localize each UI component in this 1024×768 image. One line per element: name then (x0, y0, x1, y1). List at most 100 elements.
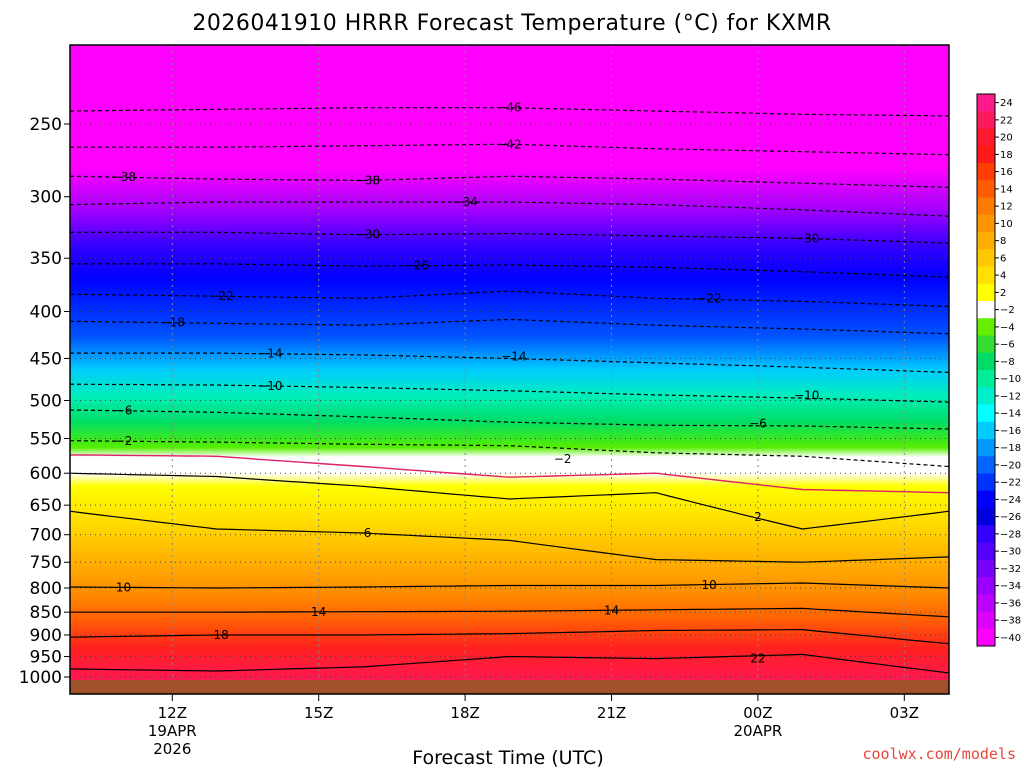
isotherm-label: −46 (496, 101, 521, 115)
colorbar-swatch (977, 163, 995, 181)
isotherm-label: −18 (160, 316, 185, 330)
isotherm-label: 10 (116, 580, 131, 594)
colorbar-swatch (977, 352, 995, 371)
colorbar-label: 14 (1000, 184, 1013, 195)
colorbar-label: −14 (1000, 409, 1021, 420)
colorbar-swatch (977, 232, 995, 250)
colorbar-swatch (977, 387, 995, 405)
isotherm-label: −2 (115, 434, 133, 448)
x-tick-label: 03Z (890, 704, 919, 722)
x-axis-label: Forecast Time (UTC) (412, 747, 603, 768)
x-tick-year: 2026 (153, 740, 191, 758)
colorbar-label: −6 (1000, 340, 1015, 351)
isotherm-label: −42 (496, 137, 521, 151)
y-axis: 250 300 350 400 450 500 550 600 650 700 750 800 850 9… (19, 115, 70, 688)
isotherm-label: −34 (452, 195, 477, 209)
colorbar-swatch (977, 180, 995, 198)
colorbar-swatch (977, 335, 995, 354)
isotherm-label: −26 (404, 259, 429, 273)
isotherm-label: 14 (604, 603, 619, 617)
colorbar-label: 18 (1000, 150, 1013, 161)
colorbar-swatch (977, 214, 995, 233)
colorbar-swatch (977, 301, 995, 319)
colorbar-swatch (977, 94, 995, 112)
colorbar-label: 22 (1000, 115, 1013, 126)
y-tick-label: 550 (30, 430, 62, 450)
y-tick-label: 850 (30, 603, 62, 623)
isotherm-line (70, 628, 949, 645)
colorbar-label: −20 (1000, 460, 1021, 471)
colorbar-label: −40 (1000, 633, 1021, 644)
isotherm-label: −14 (257, 347, 282, 361)
y-tick-label: 250 (30, 115, 62, 135)
y-tick-label: 600 (30, 464, 62, 484)
y-tick-label: 450 (30, 349, 62, 369)
colorbar-label: 2 (1000, 288, 1006, 299)
colorbar-label: −16 (1000, 426, 1021, 437)
colorbar-swatch (977, 318, 995, 336)
x-tick-date: 20APR (733, 722, 782, 740)
isotherm-label: −10 (257, 379, 282, 393)
colorbar-label: 20 (1000, 133, 1013, 144)
colorbar-swatch (977, 490, 995, 509)
colorbar-swatch (977, 439, 995, 457)
colorbar-swatch (977, 404, 995, 423)
colorbar-label: −26 (1000, 512, 1021, 523)
colorbar-swatch (977, 283, 995, 302)
isotherm-label: −38 (355, 173, 380, 187)
colorbar-swatch (977, 611, 995, 630)
y-tick-label: 700 (30, 526, 62, 546)
colorbar-swatch (977, 249, 995, 267)
isotherm-line (70, 454, 949, 494)
x-tick-label: 18Z (450, 704, 479, 722)
colorbar-label: −12 (1000, 391, 1021, 402)
isotherm-label: −30 (794, 231, 819, 245)
isotherm-label: −22 (696, 291, 721, 305)
colorbar-label: −10 (1000, 374, 1021, 385)
isotherm-label: −14 (501, 350, 526, 364)
colorbar-swatch (977, 559, 995, 578)
x-tick-label: 21Z (597, 704, 626, 722)
colorbar-swatch (977, 197, 995, 216)
colorbar-label: −36 (1000, 598, 1021, 609)
y-tick-label: 350 (30, 249, 62, 269)
colorbar-label: −32 (1000, 564, 1021, 575)
isotherm-label: 22 (750, 652, 765, 666)
colorbar-swatch (977, 628, 995, 647)
y-tick-label: 650 (30, 496, 62, 516)
colorbar-label: −4 (1000, 322, 1015, 333)
ground-surface (70, 680, 949, 694)
isotherm-line (70, 607, 949, 618)
colorbar-swatch (977, 577, 995, 595)
colorbar-label: −24 (1000, 495, 1021, 506)
x-tick-label: 15Z (304, 704, 333, 722)
colorbar-swatch (977, 508, 995, 526)
isotherm-label: −50 (155, 23, 180, 37)
colorbar-swatch (977, 145, 995, 164)
plot-frame (69, 44, 950, 695)
colorbar-label: −8 (1000, 357, 1015, 368)
y-tick-label: 1000 (19, 668, 62, 688)
grid (70, 45, 949, 694)
isotherm-label: 2 (754, 510, 762, 524)
credit-link[interactable]: coolwx.com/models (862, 745, 1016, 763)
chart-title: 2026041910 HRRR Forecast Temperature (°C… (192, 11, 831, 36)
y-tick-label: 800 (30, 579, 62, 599)
colorbar-label: 16 (1000, 167, 1013, 178)
colorbar-label: 6 (1000, 253, 1006, 264)
colorbar-swatch (977, 111, 995, 129)
x-tick-label: 00Z (743, 704, 772, 722)
colorbar-label: −18 (1000, 443, 1021, 454)
colorbar-label: 4 (1000, 271, 1006, 282)
colorbar-swatch (977, 594, 995, 612)
colorbar-label: −28 (1000, 529, 1021, 540)
colorbar-label: −34 (1000, 581, 1021, 592)
y-tick-label: 300 (30, 188, 62, 208)
colorbar-swatch (977, 456, 995, 474)
colorbar-label: 8 (1000, 236, 1006, 247)
isotherm-line (70, 582, 949, 589)
isotherm-lines (70, 107, 949, 674)
isotherm-line (70, 510, 949, 563)
